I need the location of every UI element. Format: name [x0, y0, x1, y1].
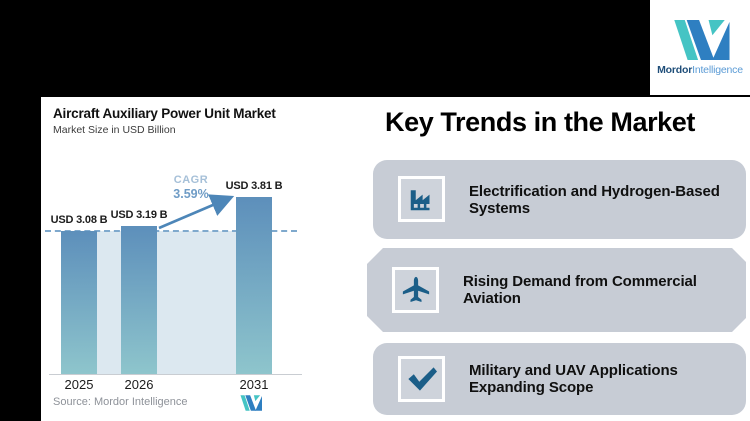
bar-2026: [121, 226, 157, 374]
bar-value-label: USD 3.19 B: [110, 209, 168, 221]
cagr-label: CAGR: [173, 174, 209, 186]
brand-name-light: Intelligence: [692, 63, 743, 76]
factory-icon: [410, 190, 430, 211]
trend-label: Military and UAV Applications Expanding …: [469, 362, 678, 396]
chart-title: Aircraft Auxiliary Power Unit Market: [53, 106, 276, 121]
cagr-value: 3.59%: [173, 187, 209, 201]
factory-icon-square: [398, 176, 445, 222]
trend-label: Rising Demand from Commercial Aviation: [463, 273, 697, 307]
trend-item-commercial-aviation: Rising Demand from Commercial Aviation: [367, 248, 746, 332]
trend-item-military-uav: Military and UAV Applications Expanding …: [373, 343, 746, 415]
airplane-icon: [401, 275, 431, 305]
trend-item-electrification: Electrification and Hydrogen-Based Syste…: [373, 160, 746, 239]
bar-2025: [61, 231, 97, 374]
brand-wordmark: MordorIntelligence: [657, 64, 743, 76]
key-trends-section: Key Trends in the Market Electrification…: [370, 97, 750, 421]
bar-value-label: USD 3.08 B: [50, 214, 108, 226]
brand-name-bold: Mordor: [657, 63, 693, 76]
checkmark-icon: [407, 367, 437, 391]
x-tick-label: 2031: [239, 377, 269, 392]
left-black-band: [0, 97, 41, 421]
checkmark-icon-square: [398, 356, 445, 402]
trends-title: Key Trends in the Market: [385, 107, 695, 137]
source-text: Source: Mordor Intelligence: [53, 396, 188, 408]
airplane-icon-square: [392, 267, 439, 313]
header-bar: [0, 0, 750, 97]
market-chart-panel: Aircraft Auxiliary Power Unit Market Mar…: [41, 97, 313, 421]
brand-logo: MordorIntelligence: [650, 0, 750, 95]
x-tick-label: 2026: [124, 377, 154, 392]
x-axis-line: [49, 374, 302, 375]
mordor-logo-mini-icon: [240, 395, 262, 411]
bar-2031: [236, 197, 272, 374]
baseline-dashed-line: [45, 230, 297, 232]
bar-value-label: USD 3.81 B: [225, 180, 283, 192]
x-tick-label: 2025: [64, 377, 94, 392]
mordor-logo-icon: [674, 19, 730, 60]
chart-subtitle: Market Size in USD Billion: [53, 124, 176, 136]
trend-label: Electrification and Hydrogen-Based Syste…: [469, 182, 720, 217]
